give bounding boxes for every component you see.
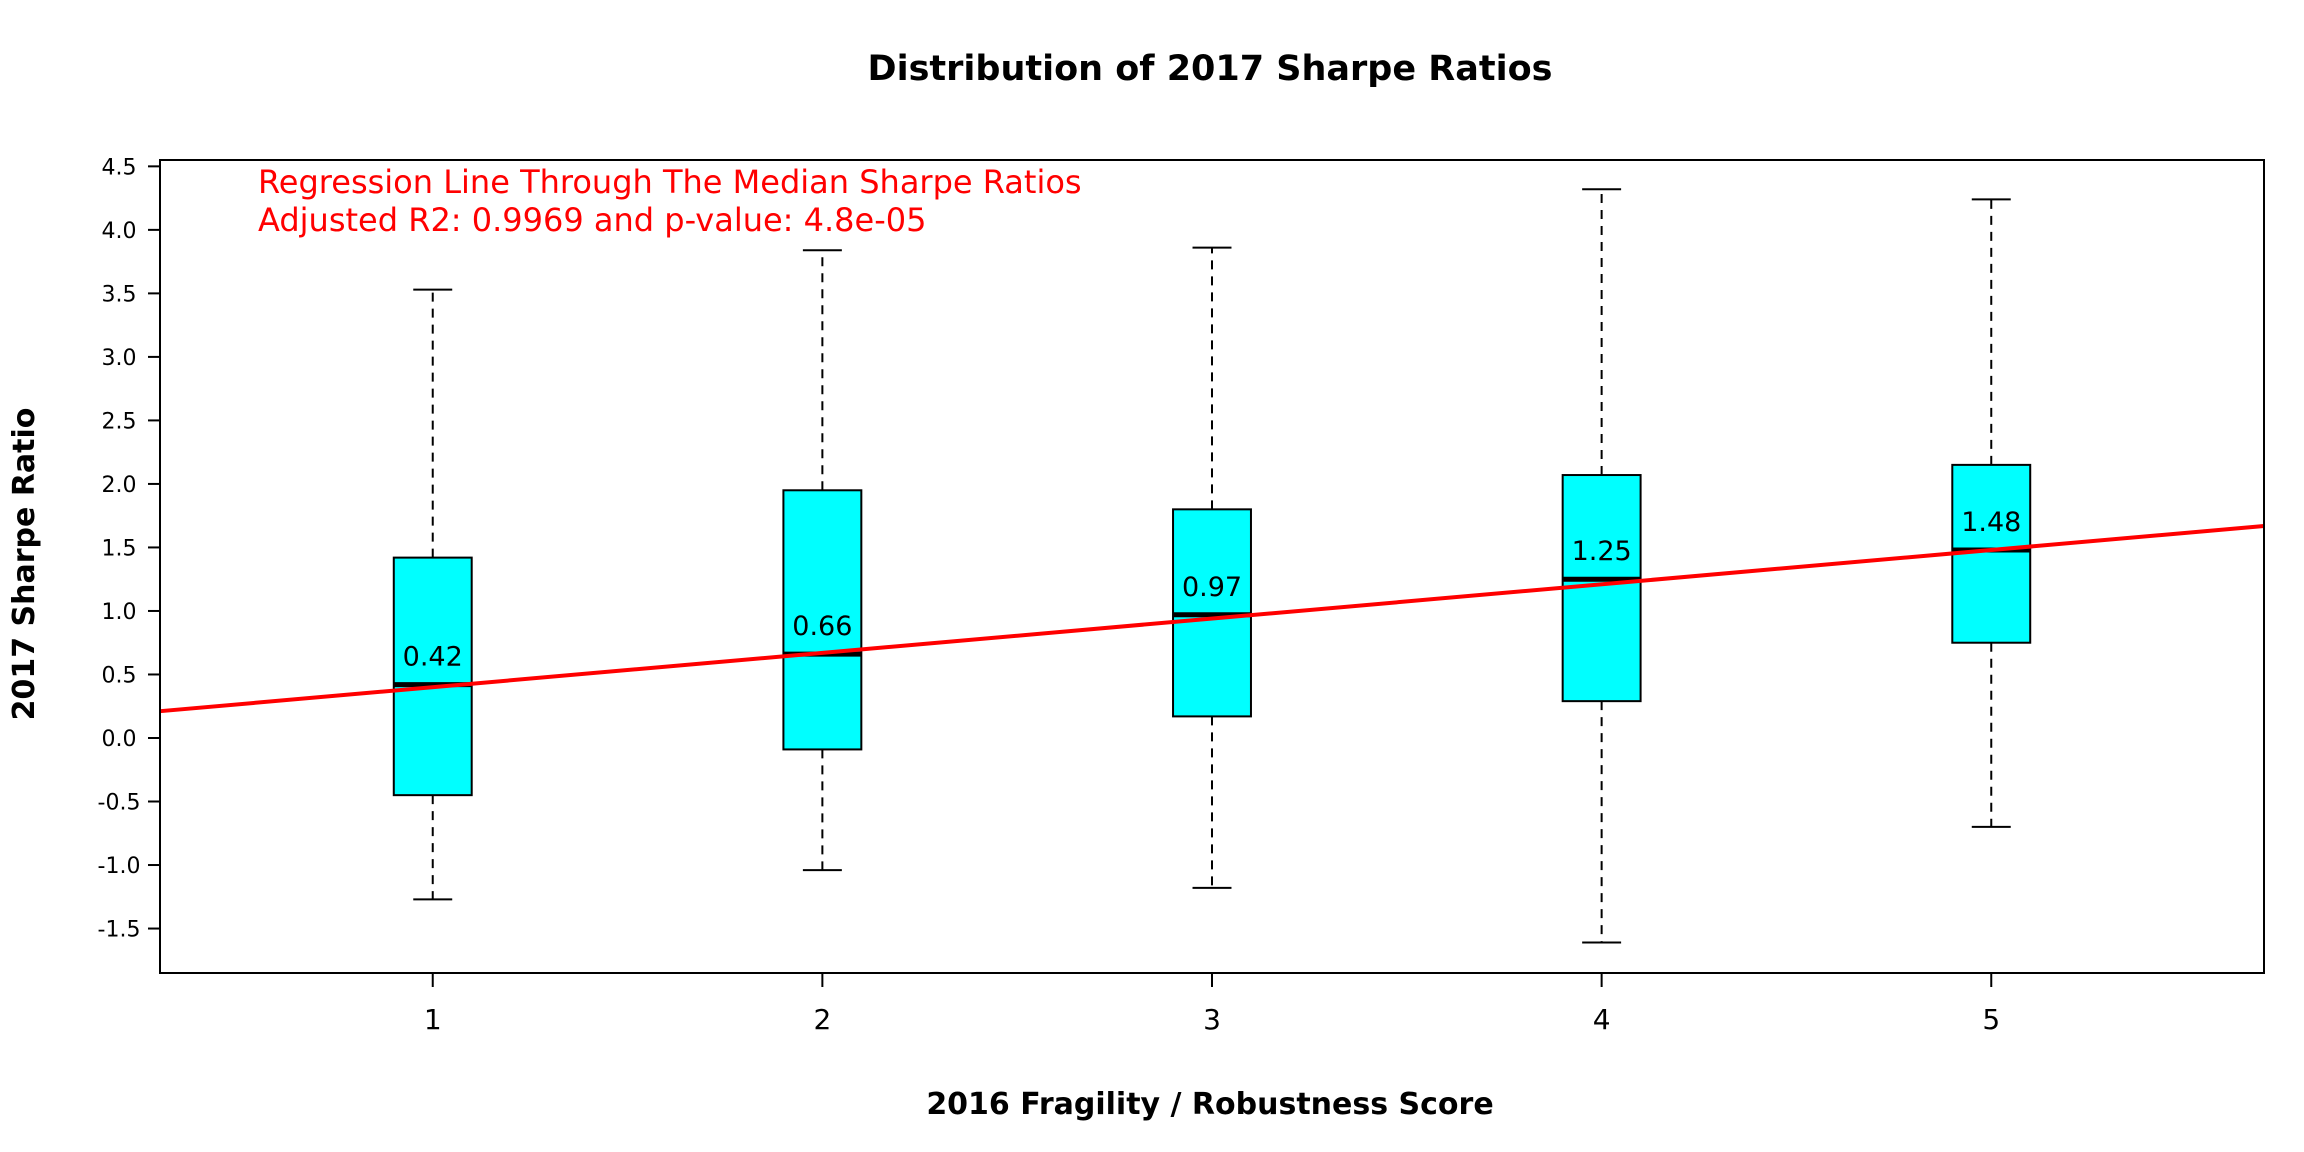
median-label: 0.42 <box>403 642 463 673</box>
y-tick-label: 1.0 <box>102 600 137 625</box>
plot-layer: -1.5 -1.0 -0.5 0.0 0.5 1.0 1.5 2.0 2.5 3.0 3.5 4.0 4… <box>98 155 2265 1036</box>
y-tick-label: 0.5 <box>102 663 137 688</box>
y-tick-label: 4.5 <box>102 155 137 180</box>
y-axis-label: 2017 Sharpe Ratio <box>7 408 42 721</box>
median-label: 0.66 <box>792 611 852 642</box>
y-tick-label: 1.5 <box>102 536 137 561</box>
y-tick-label: 2.5 <box>102 409 137 434</box>
median-label: 1.25 <box>1572 536 1632 567</box>
plot-frame <box>159 159 2265 974</box>
box-2 <box>782 489 863 751</box>
x-axis-label: 2016 Fragility / Robustness Score <box>926 1087 1493 1122</box>
regression-line <box>159 523 2265 714</box>
y-tick-label: 4.0 <box>102 219 137 244</box>
x-tick-label: 3 <box>1203 1003 1221 1036</box>
median-label: 1.48 <box>1961 507 2021 538</box>
y-tick-label: 2.0 <box>102 473 137 498</box>
x-tick-label: 1 <box>424 1003 442 1036</box>
y-tick-label: -0.5 <box>98 791 141 816</box>
box-1 <box>392 556 473 797</box>
y-tick-label: 3.0 <box>102 346 137 371</box>
y-tick-label: -1.0 <box>98 854 141 879</box>
x-tick-label: 5 <box>1982 1003 2000 1036</box>
y-tick-label: 3.5 <box>102 282 137 307</box>
annotation-line-1: Regression Line Through The Median Sharp… <box>258 163 1082 201</box>
annotation-line-2: Adjusted R2: 0.9969 and p-value: 4.8e-05 <box>258 201 926 239</box>
x-tick-label: 2 <box>813 1003 831 1036</box>
y-tick-label: -1.5 <box>98 918 141 943</box>
y-tick-label: 0.0 <box>102 727 137 752</box>
median-label: 0.97 <box>1182 572 1242 603</box>
x-tick-label: 4 <box>1593 1003 1611 1036</box>
chart-title: Distribution of 2017 Sharpe Ratios <box>868 49 1553 89</box>
